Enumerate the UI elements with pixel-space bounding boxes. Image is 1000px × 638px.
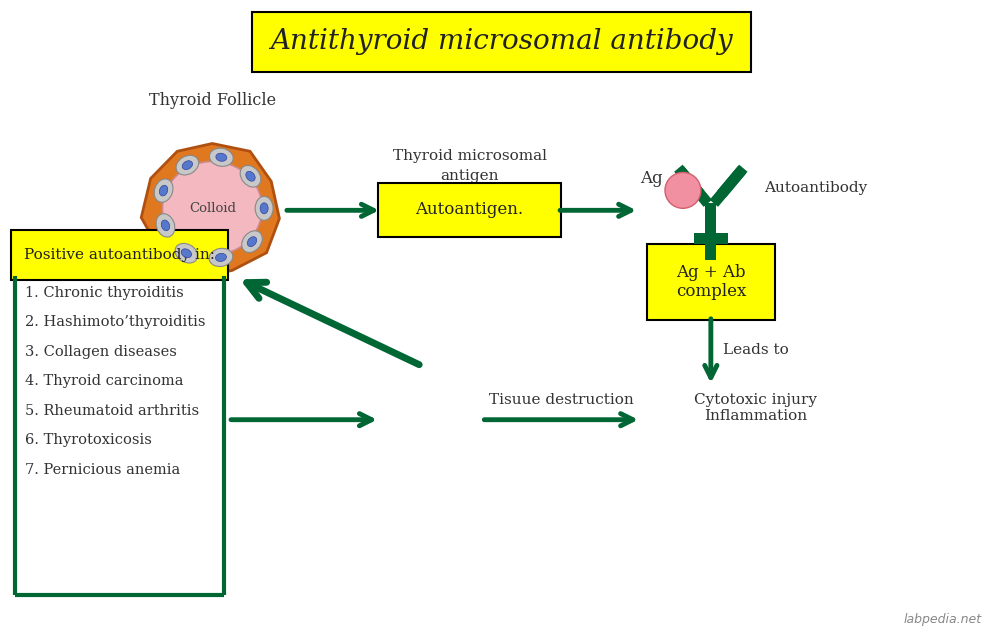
Text: Positive autoantibody in:: Positive autoantibody in:	[24, 248, 215, 262]
Ellipse shape	[156, 214, 175, 237]
Polygon shape	[694, 233, 728, 244]
FancyBboxPatch shape	[647, 244, 775, 320]
Ellipse shape	[181, 249, 192, 258]
Ellipse shape	[246, 172, 255, 181]
Polygon shape	[674, 165, 712, 207]
Text: 3. Collagen diseases: 3. Collagen diseases	[25, 345, 177, 359]
Ellipse shape	[161, 220, 170, 231]
Ellipse shape	[216, 153, 227, 161]
Ellipse shape	[162, 161, 262, 255]
Text: 1. Chronic thyroiditis: 1. Chronic thyroiditis	[25, 286, 184, 300]
Text: Leads to: Leads to	[723, 343, 789, 357]
Ellipse shape	[175, 244, 198, 263]
Polygon shape	[710, 165, 748, 207]
Text: 5. Rheumatoid arthritis: 5. Rheumatoid arthritis	[25, 404, 199, 418]
Text: 2. Hashimoto’thyroiditis: 2. Hashimoto’thyroiditis	[25, 315, 205, 329]
Ellipse shape	[182, 161, 193, 170]
Ellipse shape	[242, 231, 262, 253]
Ellipse shape	[247, 237, 257, 246]
Ellipse shape	[209, 248, 233, 267]
Text: labpedia.net: labpedia.net	[904, 612, 982, 626]
Circle shape	[665, 172, 701, 209]
Text: Ag: Ag	[640, 170, 662, 187]
Text: Cytotoxic injury
Inflammation: Cytotoxic injury Inflammation	[694, 392, 817, 423]
Text: 4. Thyroid carcinoma: 4. Thyroid carcinoma	[25, 375, 183, 389]
Ellipse shape	[240, 165, 261, 187]
Text: Colloid: Colloid	[189, 202, 236, 215]
Ellipse shape	[154, 179, 173, 202]
Text: 7. Pernicious anemia: 7. Pernicious anemia	[25, 463, 180, 477]
Polygon shape	[705, 204, 716, 260]
Ellipse shape	[260, 203, 268, 214]
FancyBboxPatch shape	[11, 230, 228, 280]
Text: Ag + Ab
complex: Ag + Ab complex	[676, 263, 746, 300]
Ellipse shape	[255, 197, 273, 220]
Ellipse shape	[176, 155, 199, 175]
Text: 6. Thyrotoxicosis: 6. Thyrotoxicosis	[25, 433, 152, 447]
Text: antigen: antigen	[440, 170, 499, 183]
Text: Autoantibody: Autoantibody	[764, 181, 867, 195]
Ellipse shape	[209, 148, 233, 167]
Text: Thyroid Follicle: Thyroid Follicle	[149, 92, 276, 109]
Polygon shape	[675, 167, 704, 198]
Text: Thyroid microsomal: Thyroid microsomal	[393, 149, 547, 163]
FancyBboxPatch shape	[378, 183, 561, 237]
Text: Tisuue destruction: Tisuue destruction	[489, 393, 634, 407]
Ellipse shape	[216, 253, 226, 262]
FancyBboxPatch shape	[252, 12, 751, 71]
Ellipse shape	[159, 185, 168, 196]
Polygon shape	[141, 144, 279, 277]
Text: Antithyroid microsomal antibody: Antithyroid microsomal antibody	[270, 28, 733, 55]
Polygon shape	[717, 167, 746, 198]
Text: Autoantigen.: Autoantigen.	[415, 202, 524, 218]
